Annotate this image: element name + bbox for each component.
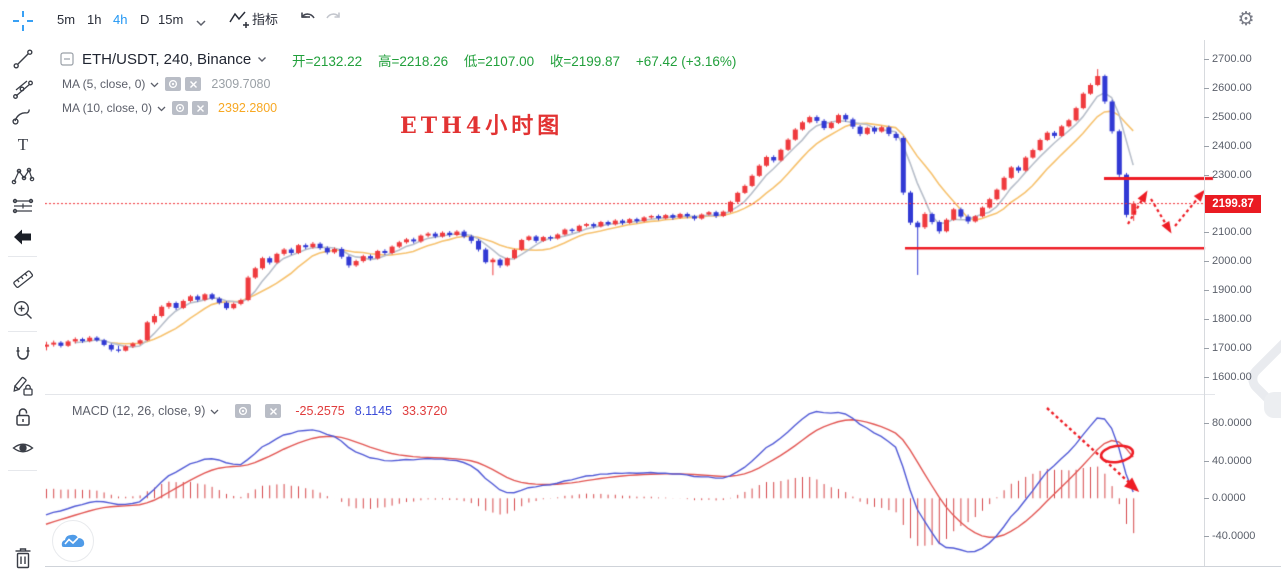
macd-tick-label: -40.0000	[1203, 530, 1256, 542]
ma10-value: 2392.2800	[218, 101, 278, 115]
ma5-value: 2309.7080	[211, 77, 271, 91]
ma5-visibility-button[interactable]	[165, 77, 182, 91]
timeframe-1h-button[interactable]: 1h	[87, 12, 102, 27]
top-toolbar: 5m 1h 4h D 15m 指标 ⚙	[45, 0, 1281, 40]
trash-tool-icon[interactable]	[10, 544, 36, 570]
macd-chart-canvas[interactable]	[45, 394, 1220, 566]
price-tick-label: 1900.00	[1204, 284, 1252, 297]
chevron-down-icon[interactable]	[210, 409, 219, 415]
text-tool-icon[interactable]: T	[10, 131, 36, 157]
price-tick-label: 1600.00	[1204, 370, 1252, 383]
indicator-button[interactable]: 指标	[252, 12, 279, 27]
change-value: +67.42 (+3.16%)	[635, 54, 737, 69]
price-tick-label: 1800.00	[1204, 313, 1252, 326]
brush-tool-icon[interactable]	[10, 104, 36, 130]
drawing-toolbar: T	[0, 0, 45, 572]
zoom-in-tool-icon[interactable]	[10, 297, 36, 323]
drawing-lock-tool-icon[interactable]	[10, 374, 36, 400]
macd-label[interactable]: MACD (12, 26, close, 9)	[72, 404, 206, 418]
macd-remove-button[interactable]	[265, 404, 282, 418]
price-tick-label: 2600.00	[1204, 81, 1252, 94]
pane-separator[interactable]	[45, 394, 1215, 395]
indicator-icon[interactable]	[227, 8, 251, 32]
ruler-tool-icon[interactable]	[10, 266, 36, 292]
symbol-legend: ETH/USDT, 240, Binance	[60, 48, 267, 70]
price-tick-label: 2000.00	[1204, 255, 1252, 268]
arrow-annotation-tool-icon[interactable]	[10, 224, 36, 250]
undo-icon[interactable]	[297, 8, 321, 32]
close-value: 收=2199.87	[549, 54, 621, 69]
redo-icon[interactable]	[322, 8, 346, 32]
crosshair-tool-icon[interactable]	[10, 8, 36, 34]
price-tick-label: 2100.00	[1204, 226, 1252, 239]
ma5-label[interactable]: MA (5, close, 0)	[62, 77, 146, 91]
timeframe-4h-button[interactable]: 4h	[113, 12, 128, 27]
timeframe-d-button[interactable]: D	[140, 12, 150, 27]
timeframe-15m-button[interactable]: 15m	[158, 12, 184, 27]
ma5-legend: MA (5, close, 0) 2309.7080	[62, 76, 270, 92]
macd-hist-value: -25.2575	[295, 404, 345, 418]
ma10-legend: MA (10, close, 0) 2392.2800	[62, 100, 277, 116]
ohlc-readout: 开=2132.22 高=2218.26 低=2107.00 收=2199.87 …	[292, 50, 748, 70]
price-axis-line[interactable]	[1204, 40, 1205, 566]
magnet-tool-icon[interactable]	[10, 343, 36, 369]
price-tick-label: 1700.00	[1204, 342, 1252, 355]
ma10-remove-button[interactable]	[192, 101, 209, 115]
macd-signal-value: 33.3720	[402, 404, 448, 418]
app-logo[interactable]	[52, 520, 94, 562]
chevron-down-icon[interactable]	[257, 56, 267, 63]
visibility-tool-icon[interactable]	[10, 435, 36, 461]
mountain-logo-icon	[61, 534, 85, 547]
last-price-badge: 2199.87	[1205, 194, 1261, 213]
ma10-visibility-button[interactable]	[172, 101, 189, 115]
macd-tick-label: 80.0000	[1204, 416, 1252, 429]
chevron-down-icon[interactable]	[150, 82, 159, 88]
high-value: 高=2218.26	[377, 54, 449, 69]
price-tick-label: 2700.00	[1204, 53, 1252, 65]
price-tick-label: 2400.00	[1204, 139, 1252, 152]
price-tick-label: 2500.00	[1204, 110, 1252, 123]
pattern-tool-icon[interactable]	[10, 163, 36, 189]
edge-watermark-blob	[1264, 392, 1281, 418]
macd-visibility-button[interactable]	[235, 404, 252, 418]
macd-tick-label: 40.0000	[1204, 454, 1252, 467]
open-value: 开=2132.22	[292, 54, 363, 69]
collapse-icon[interactable]	[60, 52, 74, 66]
ma10-label[interactable]: MA (10, close, 0)	[62, 101, 153, 115]
ma5-remove-button[interactable]	[185, 77, 202, 91]
low-value: 低=2107.00	[463, 54, 535, 69]
projection-tool-icon[interactable]	[10, 193, 36, 219]
gear-icon[interactable]: ⚙	[1237, 9, 1255, 30]
price-tick-label: 2300.00	[1204, 168, 1252, 181]
bottom-border	[45, 566, 1281, 567]
chevron-down-icon[interactable]	[157, 106, 166, 112]
macd-line-value: 8.1145	[354, 404, 393, 418]
trend-line-tool-icon[interactable]	[10, 46, 36, 72]
price-chart-canvas[interactable]	[45, 40, 1220, 394]
gann-tool-icon[interactable]	[10, 76, 36, 102]
toolbar-divider	[8, 470, 37, 471]
symbol-title[interactable]: ETH/USDT, 240, Binance	[82, 50, 252, 68]
macd-tick-label: 0.0000	[1204, 492, 1246, 505]
lock-tool-icon[interactable]	[10, 404, 36, 430]
svg-text:T: T	[18, 135, 29, 154]
toolbar-divider	[8, 331, 37, 332]
toolbar-divider	[8, 256, 37, 257]
macd-legend: MACD (12, 26, close, 9) -25.2575 8.1145 …	[62, 403, 447, 419]
chevron-down-icon[interactable]	[195, 14, 219, 38]
chart-annotation-title: ETH4小时图	[400, 113, 564, 139]
timeframe-5m-button[interactable]: 5m	[57, 12, 76, 27]
